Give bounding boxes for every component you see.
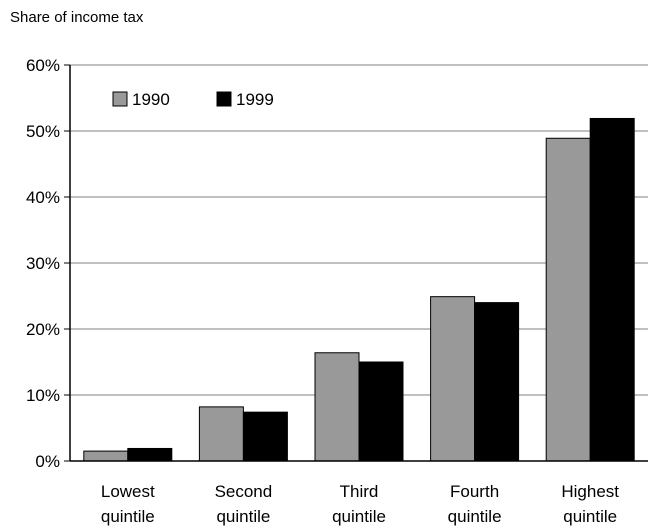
y-tick-label: 0% <box>35 452 60 471</box>
legend-label-1990: 1990 <box>132 90 170 109</box>
x-category-label: quintile <box>332 507 386 526</box>
x-category-label: quintile <box>101 507 155 526</box>
y-tick-label: 30% <box>26 254 60 273</box>
bar-1990 <box>83 450 129 462</box>
x-category-labels: Lowest quintile Second quintile Third quintil… <box>101 482 619 526</box>
bar-1999 <box>589 117 635 462</box>
legend-label-1999: 1999 <box>236 90 274 109</box>
x-category-label: Third <box>340 482 379 501</box>
y-axis-label: Share of income tax <box>10 9 144 26</box>
legend: 1990 1999 <box>112 90 274 109</box>
x-category-label: Second <box>215 482 273 501</box>
legend-swatch-1990 <box>112 91 128 107</box>
bar-1999 <box>474 302 520 462</box>
bar-1990 <box>314 352 360 462</box>
x-category-label: quintile <box>563 507 617 526</box>
bar-1999 <box>358 361 404 462</box>
y-tick-label: 40% <box>26 188 60 207</box>
x-category-label: quintile <box>216 507 270 526</box>
x-category-label: Highest <box>561 482 619 501</box>
bars-group <box>83 117 635 462</box>
legend-swatch-1999 <box>216 91 232 107</box>
bar-1990 <box>198 406 244 462</box>
y-tick-label: 20% <box>26 320 60 339</box>
bar-1999 <box>127 447 173 462</box>
bar-1999 <box>242 411 288 462</box>
y-tick-label: 60% <box>26 56 60 75</box>
bar-1990 <box>545 137 591 462</box>
y-tick-label: 10% <box>26 386 60 405</box>
bar-1990 <box>430 296 476 462</box>
y-tick-label: 50% <box>26 122 60 141</box>
x-category-label: Fourth <box>450 482 499 501</box>
x-category-label: Lowest <box>101 482 155 501</box>
x-category-label: quintile <box>448 507 502 526</box>
y-tick-labels: 0% 10% 20% 30% 40% 50% 60% <box>26 56 70 471</box>
